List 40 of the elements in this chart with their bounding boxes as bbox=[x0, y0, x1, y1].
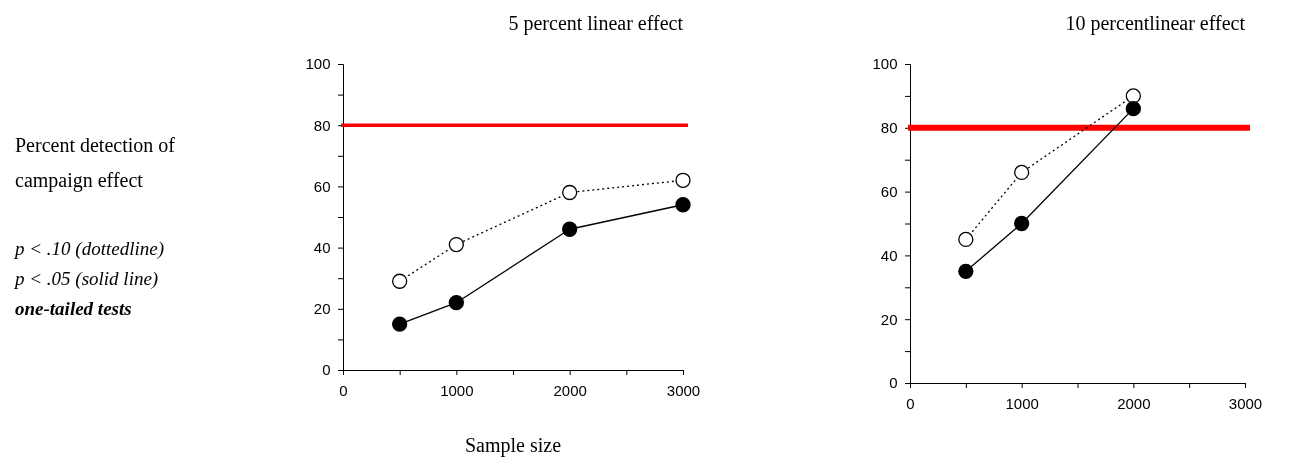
x-tick-label: 2000 bbox=[553, 382, 587, 399]
x-axis-title: Sample size bbox=[464, 434, 562, 457]
y-tick-label: 40 bbox=[880, 246, 898, 264]
point bbox=[675, 197, 691, 213]
chart-title: 5 percent linear effect bbox=[508, 12, 684, 35]
text: p < .05 (solid line) bbox=[13, 268, 159, 290]
x-tick-label: 3000 bbox=[666, 382, 701, 399]
text: one-tailed tests bbox=[15, 298, 132, 319]
x-tick-label: 0 bbox=[339, 382, 348, 399]
point bbox=[1014, 215, 1030, 232]
chart-title: 10 percentlinear effect bbox=[1065, 12, 1246, 35]
point bbox=[1014, 164, 1030, 181]
y-tick-label: 20 bbox=[313, 300, 331, 318]
point bbox=[1125, 88, 1141, 104]
y-tick-label: 0 bbox=[322, 361, 331, 379]
y-tick-label: 60 bbox=[880, 182, 898, 200]
y-tick-label: 100 bbox=[872, 55, 898, 73]
y-tick-label: 40 bbox=[313, 238, 331, 256]
x-tick-label: 2000 bbox=[1117, 395, 1151, 412]
x-tick-label: 3000 bbox=[1228, 395, 1263, 412]
point bbox=[562, 221, 578, 237]
point bbox=[392, 316, 408, 332]
x-tick-label: 1000 bbox=[440, 382, 474, 399]
point bbox=[958, 231, 974, 248]
y-tick-label: 100 bbox=[305, 55, 331, 73]
point bbox=[562, 184, 578, 201]
x-tick-label: 1000 bbox=[1005, 395, 1039, 412]
point bbox=[958, 263, 974, 279]
text: p < .10 (dottedline) bbox=[13, 238, 164, 260]
point bbox=[448, 295, 464, 311]
y-tick-label: 80 bbox=[313, 116, 331, 134]
point bbox=[448, 236, 464, 253]
y-tick-label: 80 bbox=[880, 119, 898, 137]
point bbox=[1125, 101, 1141, 117]
x-tick-label: 0 bbox=[906, 395, 915, 412]
y-axis-title: Percent detection of campaign effect bbox=[15, 134, 176, 192]
point bbox=[392, 273, 408, 289]
y-tick-label: 20 bbox=[880, 310, 898, 328]
y-tick-label: 60 bbox=[313, 177, 331, 195]
point bbox=[675, 172, 691, 188]
